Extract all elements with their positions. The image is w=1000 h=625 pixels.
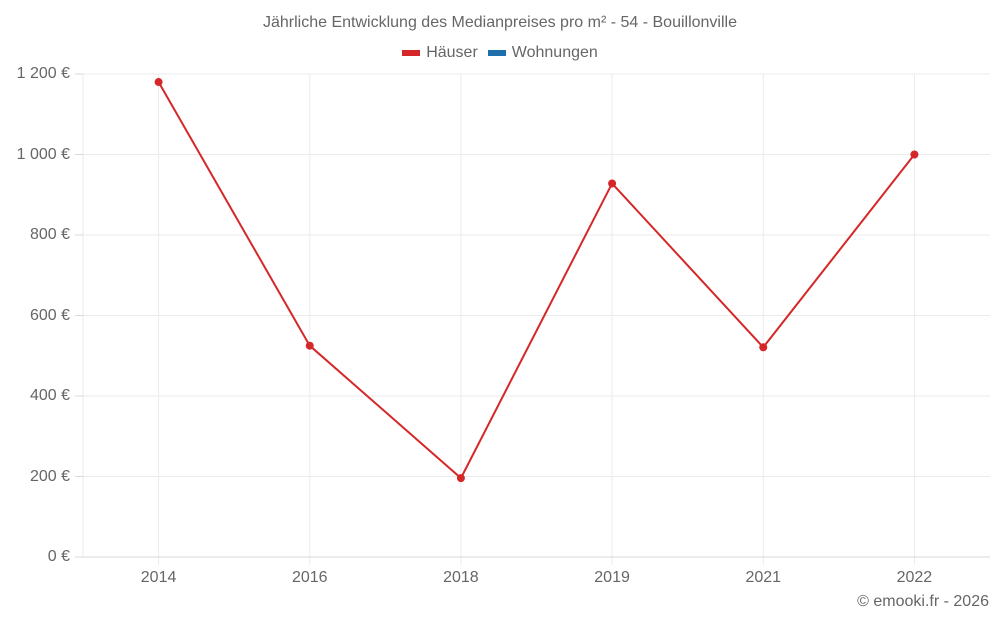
data-point[interactable] [910,150,919,159]
legend-item-wohnungen[interactable]: Wohnungen [487,44,598,62]
axes [75,73,990,558]
y-tick-label: 1 000 € [16,145,70,163]
chart-title: Jährliche Entwicklung des Medianpreises … [263,14,737,31]
y-tick-label: 0 € [47,548,70,565]
x-tick-label: 2016 [291,569,328,586]
legend-label-wohnungen: Wohnungen [511,44,598,61]
x-tick-label: 2022 [896,569,933,586]
data-point[interactable] [154,78,163,87]
x-tick-label: 2019 [594,569,630,586]
data-point[interactable] [305,341,314,350]
y-tick-label: 200 € [29,467,70,485]
x-tick-label: 2014 [140,569,177,586]
series-haeuser [154,78,919,483]
y-tick-label: 400 € [29,387,70,404]
legend: Häuser Wohnungen [0,44,1000,62]
legend-swatch-wohnungen [487,50,506,56]
data-point[interactable] [759,343,768,352]
data-point[interactable] [456,474,465,483]
y-tick-label: 600 € [29,306,70,324]
y-tick-label: 800 € [29,226,70,243]
y-tick-label: 1 200 € [16,65,70,82]
data-point[interactable] [608,179,617,188]
x-tick-label: 2018 [443,569,479,586]
legend-label-haeuser: Häuser [426,44,478,61]
x-tick-label: 2021 [745,569,782,586]
credit-text: © emooki.fr - 2026 [857,593,989,610]
legend-item-haeuser[interactable]: Häuser [402,44,478,62]
legend-swatch-haeuser [402,50,421,56]
grid-lines [82,73,990,565]
